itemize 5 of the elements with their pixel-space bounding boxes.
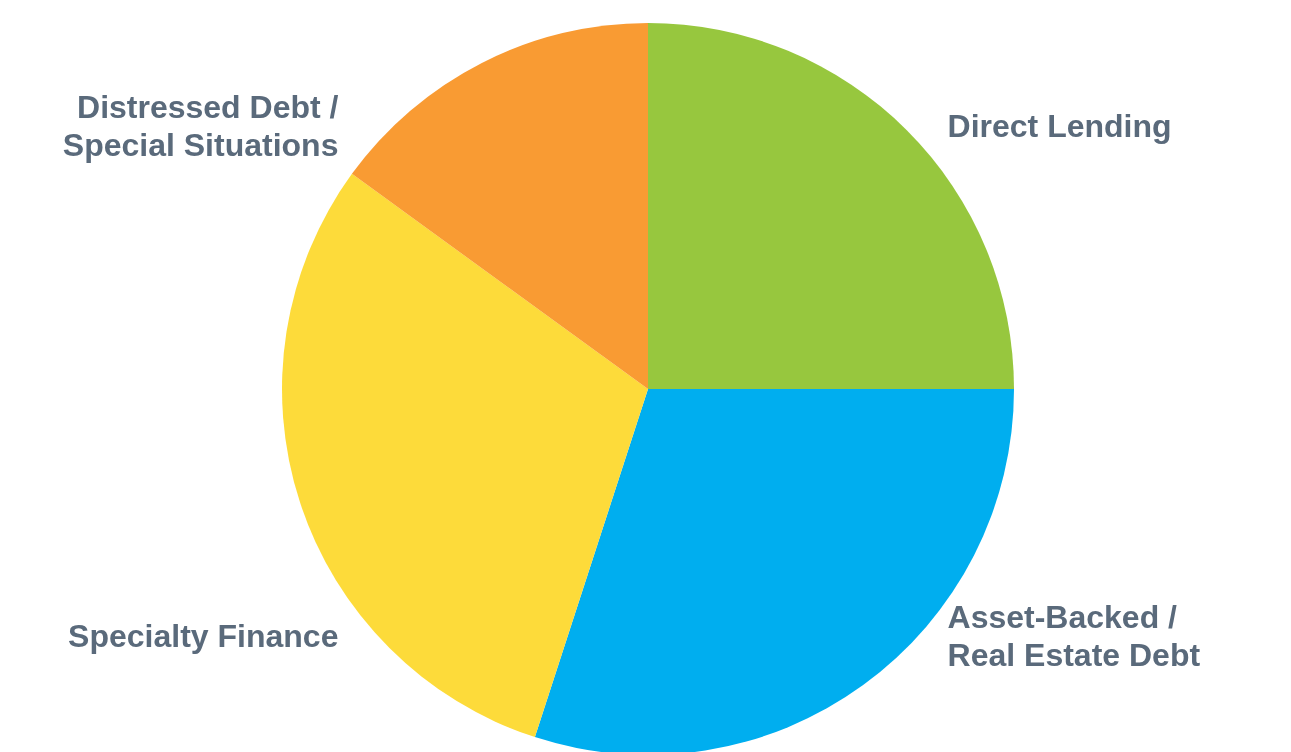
pie-slice <box>351 23 648 389</box>
slice-label: Distressed Debt / Special Situations <box>62 89 339 164</box>
slice-label: Asset-Backed / Real Estate Debt <box>947 599 1201 674</box>
slice-label: Specialty Finance <box>68 618 339 655</box>
slice-label: Direct Lending <box>947 108 1172 145</box>
